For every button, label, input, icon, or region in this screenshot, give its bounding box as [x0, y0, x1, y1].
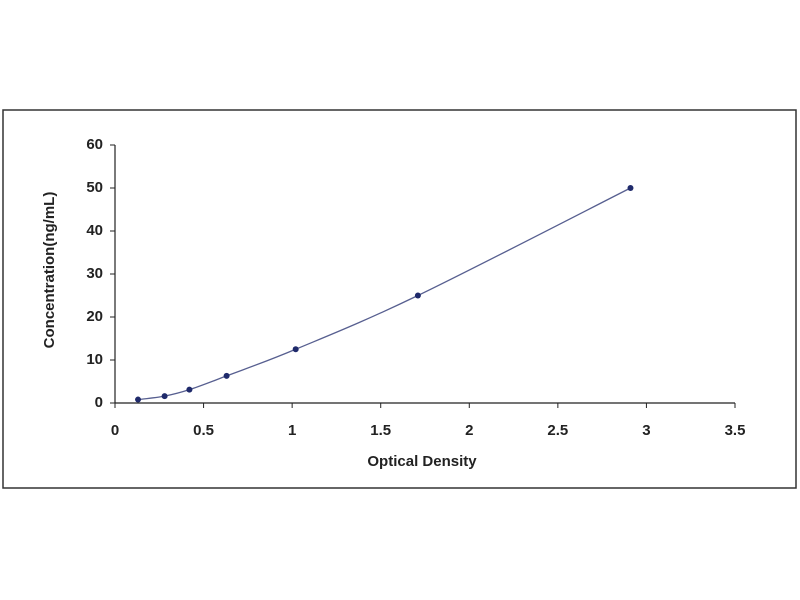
trend-line [137, 187, 631, 401]
y-tick-label: 10 [86, 351, 103, 368]
data-point [186, 386, 193, 393]
y-tick-label: 0 [95, 394, 103, 411]
x-axis-label: Optical Density [367, 453, 477, 470]
x-tick-label: 1 [288, 422, 296, 439]
x-tick-label: 1.5 [370, 422, 391, 439]
y-tick-label: 60 [86, 136, 103, 153]
x-tick-label: 0 [111, 422, 119, 439]
y-axis-label: Concentration(ng/mL) [41, 192, 58, 349]
data-point [292, 346, 299, 353]
y-tick-label: 20 [86, 308, 103, 325]
y-tick-label: 30 [86, 265, 103, 282]
data-point [161, 393, 168, 400]
data-point [135, 396, 142, 403]
x-tick-label: 2 [465, 422, 473, 439]
x-tick-label: 0.5 [193, 422, 214, 439]
y-tick-label: 40 [86, 222, 103, 239]
chart-frame [2, 109, 797, 489]
x-tick-label: 3.5 [725, 422, 746, 439]
y-tick-label: 50 [86, 179, 103, 196]
x-tick-label: 2.5 [547, 422, 568, 439]
x-tick-label: 3 [642, 422, 650, 439]
data-point [414, 292, 421, 299]
data-point [223, 372, 230, 379]
data-point [627, 185, 634, 191]
